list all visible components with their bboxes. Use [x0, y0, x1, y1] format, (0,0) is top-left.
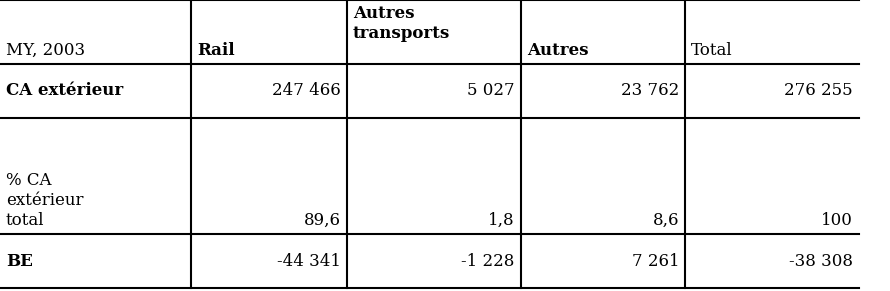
Text: Total: Total [692, 42, 733, 59]
Text: 100: 100 [821, 212, 853, 229]
Text: 89,6: 89,6 [304, 212, 341, 229]
Text: 23 762: 23 762 [621, 82, 679, 100]
Text: Autres
transports: Autres transports [353, 5, 450, 42]
Text: MY, 2003: MY, 2003 [6, 42, 85, 59]
Text: 5 027: 5 027 [467, 82, 514, 100]
Text: 276 255: 276 255 [784, 82, 853, 100]
Text: -44 341: -44 341 [277, 253, 341, 270]
Text: % CA
extérieur
total: % CA extérieur total [6, 172, 84, 229]
Text: 7 261: 7 261 [632, 253, 679, 270]
Text: BE: BE [6, 253, 33, 270]
Text: Rail: Rail [198, 42, 235, 59]
Text: 1,8: 1,8 [488, 212, 514, 229]
Text: 247 466: 247 466 [272, 82, 341, 100]
Text: -38 308: -38 308 [789, 253, 853, 270]
Text: 8,6: 8,6 [652, 212, 679, 229]
Text: Autres: Autres [527, 42, 588, 59]
Text: CA extérieur: CA extérieur [6, 82, 123, 100]
Text: -1 228: -1 228 [461, 253, 514, 270]
